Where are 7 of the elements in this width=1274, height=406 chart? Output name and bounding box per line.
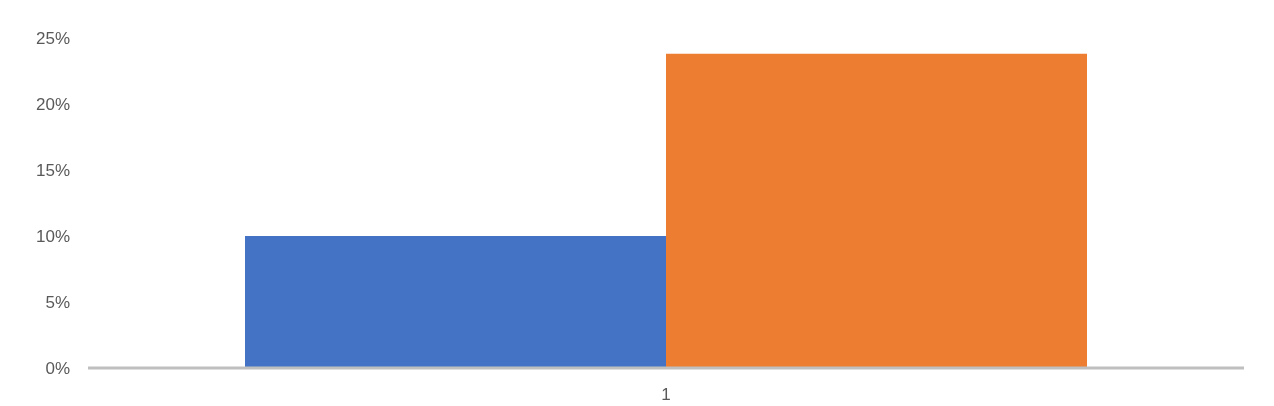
x-tick-label: 1 [661,385,671,405]
y-tick-label: 0% [45,359,70,379]
y-tick-label: 10% [35,227,70,247]
y-tick-label: 15% [35,161,70,181]
y-tick-label: 5% [45,293,70,313]
y-tick-label: 25% [35,29,70,49]
y-tick-label: 20% [35,95,70,115]
